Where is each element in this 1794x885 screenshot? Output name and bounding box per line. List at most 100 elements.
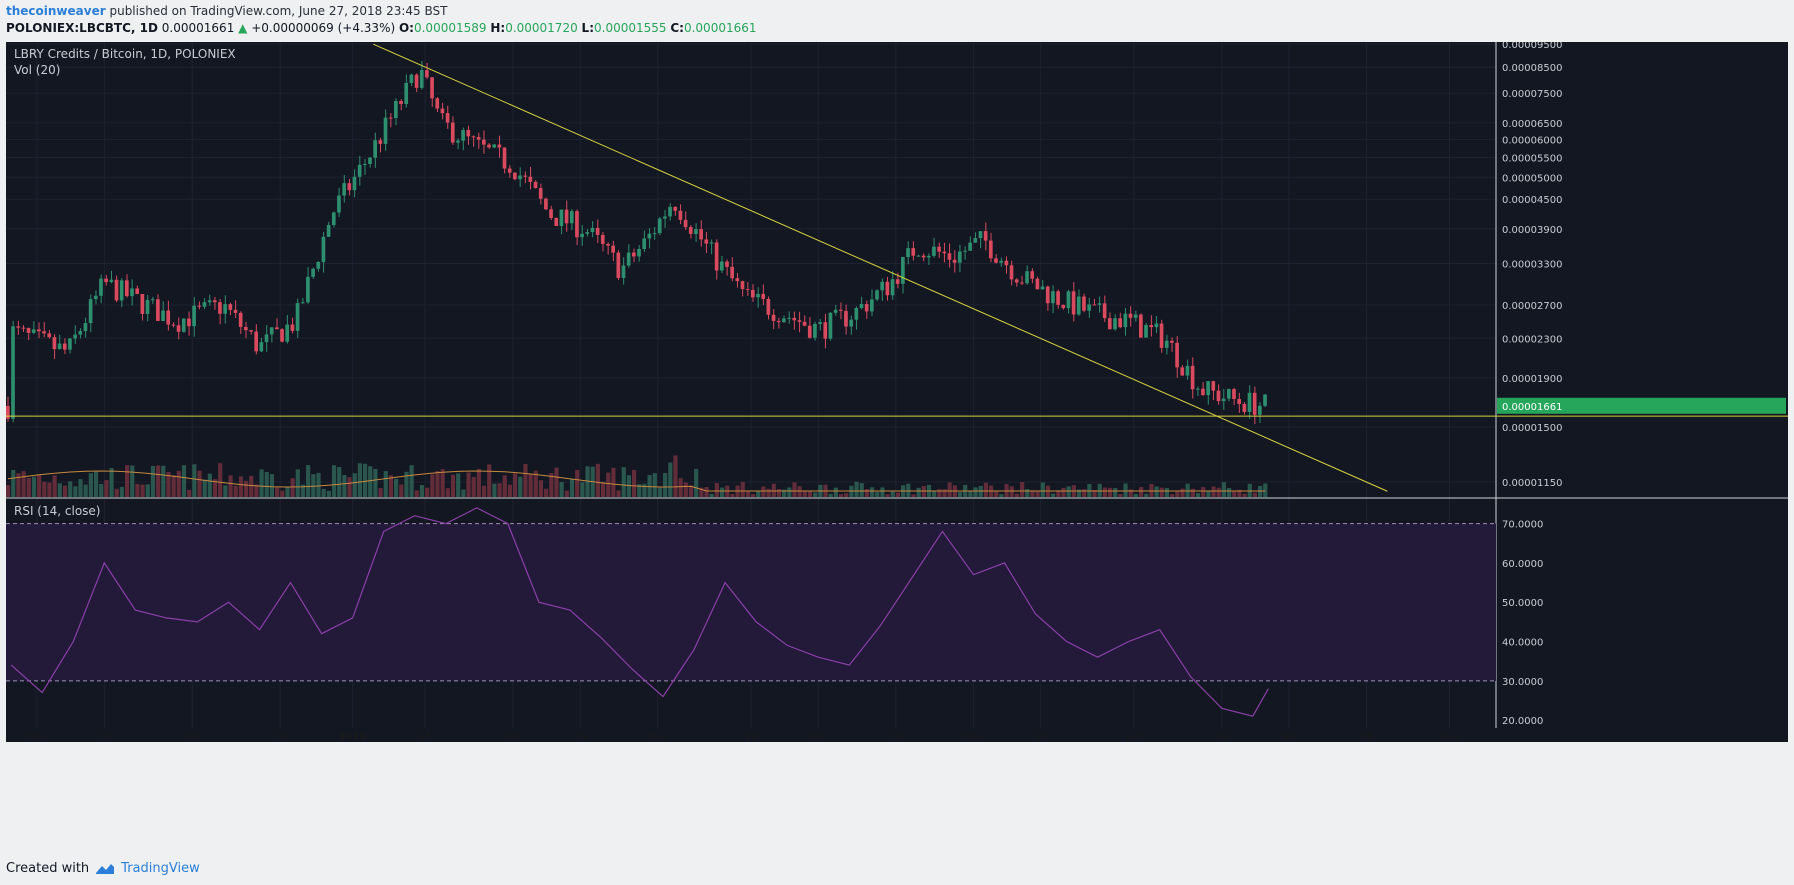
volume-bar: [869, 487, 875, 497]
volume-bar: [756, 490, 761, 497]
volume-bar: [456, 473, 461, 497]
candle-body: [559, 209, 564, 227]
publish-line: thecoinweaver published on TradingView.c…: [6, 4, 447, 18]
volume-bar: [797, 486, 802, 497]
volume-bar: [300, 484, 306, 497]
time-tick-label: 16: [889, 732, 902, 743]
volume-bar: [663, 472, 668, 497]
up-triangle-icon: ▲: [238, 21, 248, 35]
candle-body: [704, 239, 709, 244]
candle-body: [316, 261, 321, 269]
candle-body: [93, 295, 98, 300]
candle-body: [135, 288, 140, 295]
time-tick-label: 19: [745, 732, 758, 743]
volume-bar: [347, 477, 352, 497]
candle-body: [538, 188, 543, 199]
candle-body: [187, 318, 191, 327]
candle-body: [1164, 340, 1169, 348]
candle-body: [461, 130, 465, 141]
price-tick-label: 0.00003900: [1502, 225, 1562, 236]
volume-bar: [911, 494, 916, 497]
volume-bar: [864, 488, 869, 497]
candle-body: [166, 310, 171, 325]
candle-body: [1076, 296, 1081, 315]
volume-bar: [280, 490, 285, 497]
volume-bar: [337, 467, 342, 497]
candle-body: [487, 144, 491, 148]
candle-body: [994, 258, 998, 263]
price-tick-label: 0.00001900: [1502, 374, 1562, 385]
candle-body: [1133, 314, 1138, 318]
candle-body: [776, 320, 781, 323]
time-tick-label: 16: [1360, 732, 1373, 743]
time-tick-label: May: [963, 732, 984, 743]
candle-body: [947, 253, 952, 260]
candle-body: [957, 251, 962, 263]
candle-body: [864, 304, 869, 312]
candle-body: [1004, 260, 1009, 266]
volume-bar: [1107, 487, 1113, 497]
volume-bar: [1051, 493, 1056, 497]
volume-bar: [745, 491, 750, 497]
volume-bar: [450, 474, 456, 497]
candle-body: [714, 242, 719, 271]
candle-body: [383, 117, 388, 144]
tradingview-brand[interactable]: TradingView: [121, 861, 200, 876]
candle-body: [823, 322, 828, 339]
volume-bar: [487, 464, 492, 497]
volume-bar: [875, 491, 880, 497]
candle-body: [295, 303, 300, 331]
volume-bar: [828, 493, 833, 497]
volume-bar: [621, 467, 626, 497]
chart-canvas[interactable]: 0.00009500 0.00008500 0.00007500 0.00006500…: [6, 42, 1788, 835]
volume-bar: [492, 483, 497, 497]
candle-body: [906, 248, 910, 258]
candle-body: [254, 331, 259, 352]
open-label: O:: [398, 21, 414, 35]
volume-bar: [104, 480, 109, 497]
volume-bar: [1216, 487, 1221, 497]
volume-bar: [595, 463, 600, 497]
candle-body: [321, 236, 326, 262]
candle-body: [445, 113, 450, 123]
volume-bar: [1263, 483, 1268, 497]
volume-bar: [1014, 493, 1020, 497]
volume-bar: [616, 490, 621, 497]
volume-bar: [502, 475, 507, 497]
time-tick-label: Apr: [810, 732, 828, 743]
time-tick-label: Jun: [1125, 732, 1142, 743]
volume-bar: [1025, 488, 1030, 497]
candle-body: [1159, 323, 1164, 348]
volume-bar: [600, 481, 606, 497]
candle-body: [388, 117, 393, 119]
volume-bar: [518, 476, 523, 497]
volume-bar: [88, 473, 93, 497]
volume-bar: [16, 473, 21, 497]
candle-body: [104, 278, 108, 283]
candle-body: [1221, 398, 1226, 402]
candle-body: [419, 70, 424, 88]
volume-bar: [740, 481, 745, 497]
candle-body: [124, 280, 129, 297]
candle-body: [130, 288, 134, 297]
candle-body: [688, 227, 693, 234]
time-tick-label: 18: [274, 732, 287, 743]
candle-body: [1061, 304, 1066, 309]
volume-bar: [1009, 486, 1014, 497]
candle-body: [140, 294, 145, 314]
candle-body: [109, 279, 114, 283]
chart-area[interactable]: 0.00009500 0.00008500 0.00007500 0.00006500…: [6, 42, 1788, 835]
last-price-label: 0.00001661: [1502, 402, 1562, 413]
volume-bar: [399, 484, 404, 497]
volume-ma-line: [7, 470, 1266, 492]
volume-bar: [1056, 490, 1061, 497]
volume-bar: [833, 487, 838, 497]
volume-bar: [57, 483, 62, 497]
candle-body: [6, 405, 10, 419]
candle-body: [637, 248, 641, 257]
candle-body: [740, 281, 745, 289]
volume-bar: [1185, 483, 1190, 497]
volume-bar: [254, 484, 259, 497]
candle-body: [269, 327, 274, 335]
author-link[interactable]: thecoinweaver: [6, 4, 106, 18]
